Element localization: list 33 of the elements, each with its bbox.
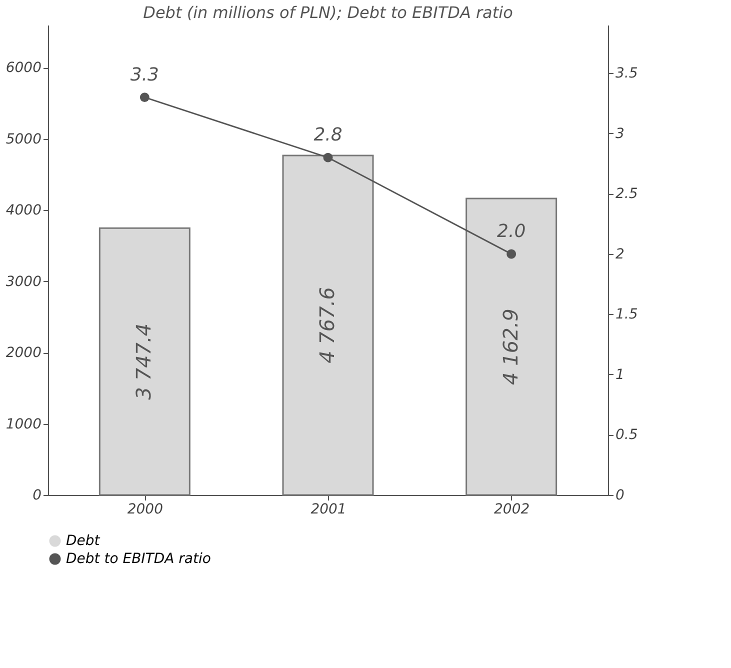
- y-tick-label: 4000: [6, 202, 42, 219]
- chart-title: Debt (in millions of PLN); Debt to EBITDA ratio: [143, 3, 514, 22]
- y2-tick-label: 3.5: [616, 66, 638, 82]
- y2-tick-label: 1: [616, 366, 624, 383]
- point: [140, 92, 150, 102]
- x-tick-label: 2002: [494, 502, 530, 518]
- y2-tick-label: 2.5: [616, 186, 638, 202]
- data-label: 4 162.9: [498, 308, 522, 385]
- legend-label: Debt to EBITDA ratio: [66, 551, 211, 567]
- data-label: 3.3: [130, 64, 159, 86]
- y2-tick-label: 3: [616, 126, 624, 142]
- point: [323, 152, 333, 162]
- data-label: 2.8: [314, 124, 342, 146]
- y-tick-label: 0: [32, 488, 42, 504]
- bar: [98, 227, 190, 496]
- point: [506, 249, 516, 259]
- y-tick-label: 6000: [6, 60, 42, 76]
- legend-label: Debt: [66, 533, 100, 549]
- x-tick-label: 2000: [127, 502, 164, 518]
- bar: [282, 154, 374, 496]
- bar: [466, 198, 558, 496]
- y2-tick-label: 2: [616, 246, 624, 262]
- y-tick-label: 1000: [6, 416, 42, 432]
- y-tick-label: 5000: [6, 131, 42, 148]
- y-tick-label: 2000: [6, 345, 42, 362]
- data-label: 2.0: [497, 220, 526, 242]
- y2-tick-label: 0.5: [616, 427, 638, 444]
- data-label: 3 747.4: [132, 323, 156, 400]
- y2-tick-label: 1.5: [616, 306, 638, 323]
- y-tick-label: 3000: [6, 274, 42, 290]
- x-tick-label: 2001: [310, 502, 346, 518]
- data-label: 4 767.6: [315, 287, 339, 364]
- y2-tick-label: 0: [616, 488, 624, 504]
